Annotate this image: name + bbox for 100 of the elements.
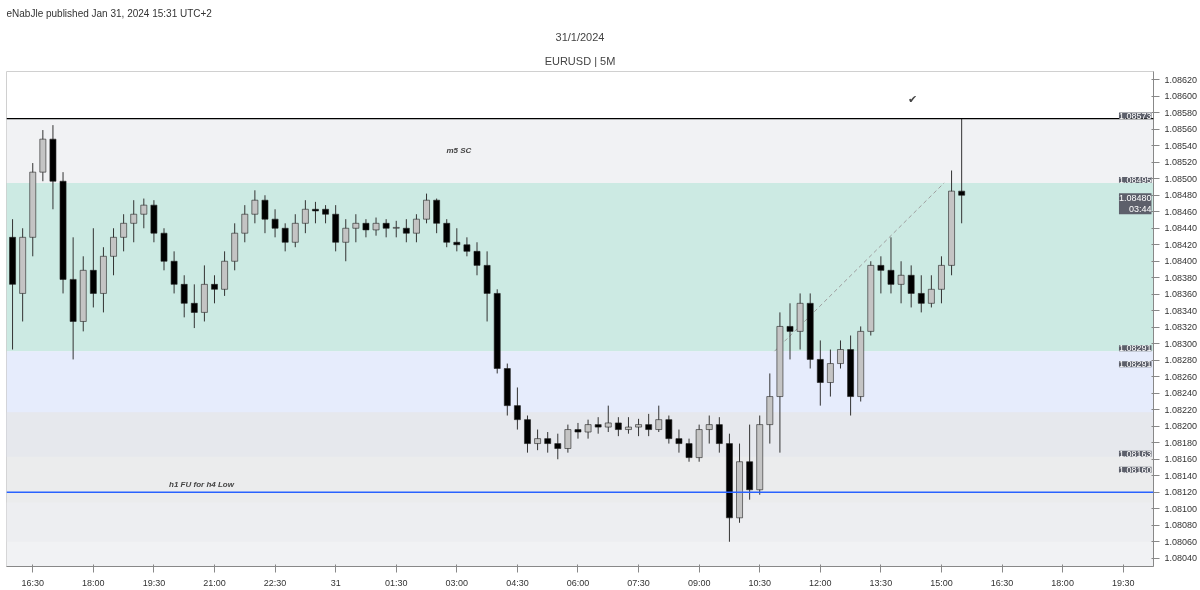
candlestick xyxy=(675,429,683,454)
candlestick xyxy=(241,204,249,243)
candlestick xyxy=(372,217,380,237)
candlestick xyxy=(705,415,713,445)
candlestick xyxy=(170,250,178,294)
y-tick-label: 1.08340 xyxy=(1164,305,1198,316)
candlestick xyxy=(917,274,925,313)
candlestick xyxy=(342,218,350,262)
x-tick-label: 03:00 xyxy=(445,577,469,588)
y-tick-label: 1.08380 xyxy=(1164,272,1198,283)
annotation: 1.08163 xyxy=(1118,448,1152,459)
y-tick-label: 1.08520 xyxy=(1164,157,1198,168)
chart-subtitle: EURUSD | 5M xyxy=(544,54,616,67)
x-tick-label: 10:30 xyxy=(748,577,771,588)
y-tick-label: 1.08480 xyxy=(1164,190,1198,201)
y-tick-label: 1.08500 xyxy=(1164,173,1198,184)
candlestick xyxy=(382,218,390,238)
y-tick-label: 1.08060 xyxy=(1164,536,1198,547)
y-tick-label: 1.08240 xyxy=(1164,388,1198,399)
candlestick xyxy=(554,433,562,460)
candlestick xyxy=(827,349,834,398)
candlestick xyxy=(211,274,218,304)
candlestick xyxy=(352,213,360,243)
candlestick xyxy=(433,198,440,234)
x-tick-label: 16:30 xyxy=(990,577,1014,588)
candlestick xyxy=(887,236,895,294)
y-tick-label: 1.08300 xyxy=(1164,338,1198,349)
y-tick-label: 1.08320 xyxy=(1164,322,1198,333)
annotation: ✔ xyxy=(908,93,918,107)
candlestick xyxy=(645,413,652,437)
y-tick-label: 1.08080 xyxy=(1164,520,1198,531)
candlestick xyxy=(120,213,127,252)
candlestick xyxy=(816,339,824,407)
candlestick xyxy=(514,386,521,431)
candlestick xyxy=(453,227,461,252)
annotation: 1.08480 03:44 xyxy=(1118,193,1152,215)
candlestick xyxy=(443,218,451,248)
x-tick-label: 09:00 xyxy=(687,577,711,588)
x-tick-label: 19:30 xyxy=(1111,577,1135,588)
x-tick-label: 19:30 xyxy=(142,577,166,588)
y-tick-label: 1.08420 xyxy=(1164,239,1198,250)
candlestick xyxy=(261,194,269,234)
band-label: m5 SC xyxy=(446,146,472,156)
candlestick xyxy=(251,189,259,224)
x-tick-label: 15:00 xyxy=(930,577,953,588)
x-tick-label: 06:00 xyxy=(566,577,590,588)
x-tick-label: 04:30 xyxy=(506,577,529,588)
y-tick-label: 1.08540 xyxy=(1164,140,1198,151)
x-tick-label: 21:00 xyxy=(203,577,226,588)
candlestick xyxy=(907,264,915,308)
candlestick xyxy=(413,213,420,243)
annotation: 1.08495 xyxy=(1118,174,1152,185)
candlestick xyxy=(837,339,844,369)
candlestick xyxy=(302,199,309,234)
x-tick-label: 13:30 xyxy=(869,577,893,588)
candlestick xyxy=(423,193,430,224)
candlestick xyxy=(564,424,572,454)
candlestick xyxy=(574,422,582,440)
candlestick xyxy=(877,255,885,294)
y-tick-label: 1.08180 xyxy=(1164,437,1198,448)
candlestick xyxy=(665,415,673,445)
ref-line-label: h1 FU for h4 Low xyxy=(169,480,235,490)
chart-title: 31/1/2024 xyxy=(555,30,605,43)
y-tick-label: 1.08100 xyxy=(1164,503,1198,514)
y-tick-label: 1.08280 xyxy=(1164,355,1198,366)
x-tick-label: 18:00 xyxy=(82,577,105,588)
candlestick xyxy=(190,283,198,329)
candlestick xyxy=(473,241,481,276)
y-tick-label: 1.08620 xyxy=(1164,74,1198,85)
y-tick-label: 1.08360 xyxy=(1164,289,1198,300)
y-tick-label: 1.08160 xyxy=(1164,454,1198,465)
candlestick xyxy=(615,416,622,437)
x-tick-label: 07:30 xyxy=(627,577,650,588)
candlestick xyxy=(524,415,531,454)
candlestick xyxy=(928,274,935,308)
candlestick xyxy=(604,405,612,433)
annotation: 1.08160 xyxy=(1118,464,1152,475)
y-tick-label: 1.08220 xyxy=(1164,404,1198,415)
candlestick xyxy=(271,208,279,238)
x-tick-label: 18:00 xyxy=(1051,577,1074,588)
candlestick xyxy=(544,431,552,454)
candlestick xyxy=(291,213,299,248)
y-tick-label: 1.08120 xyxy=(1164,487,1198,498)
candlestick xyxy=(362,218,370,238)
candlestick xyxy=(140,198,148,229)
annotation: 1.08291 xyxy=(1118,343,1152,354)
candlestick xyxy=(584,419,592,440)
y-tick-label: 1.08460 xyxy=(1164,206,1198,217)
y-tick-label: 1.08140 xyxy=(1164,470,1198,481)
y-tick-label: 1.08440 xyxy=(1164,223,1198,234)
candlestick xyxy=(786,302,794,360)
candlestick xyxy=(534,429,541,451)
text: eNabJle published Jan 31, 2024 15:31 UTC+2 xyxy=(6,7,213,19)
candlestick xyxy=(463,236,471,257)
candlestick xyxy=(938,255,945,304)
candlestick xyxy=(180,274,188,318)
x-tick-label: 12:00 xyxy=(809,577,832,588)
y-tick-label: 1.08400 xyxy=(1164,256,1198,267)
candlestick xyxy=(110,227,117,276)
candlestick xyxy=(90,227,97,308)
